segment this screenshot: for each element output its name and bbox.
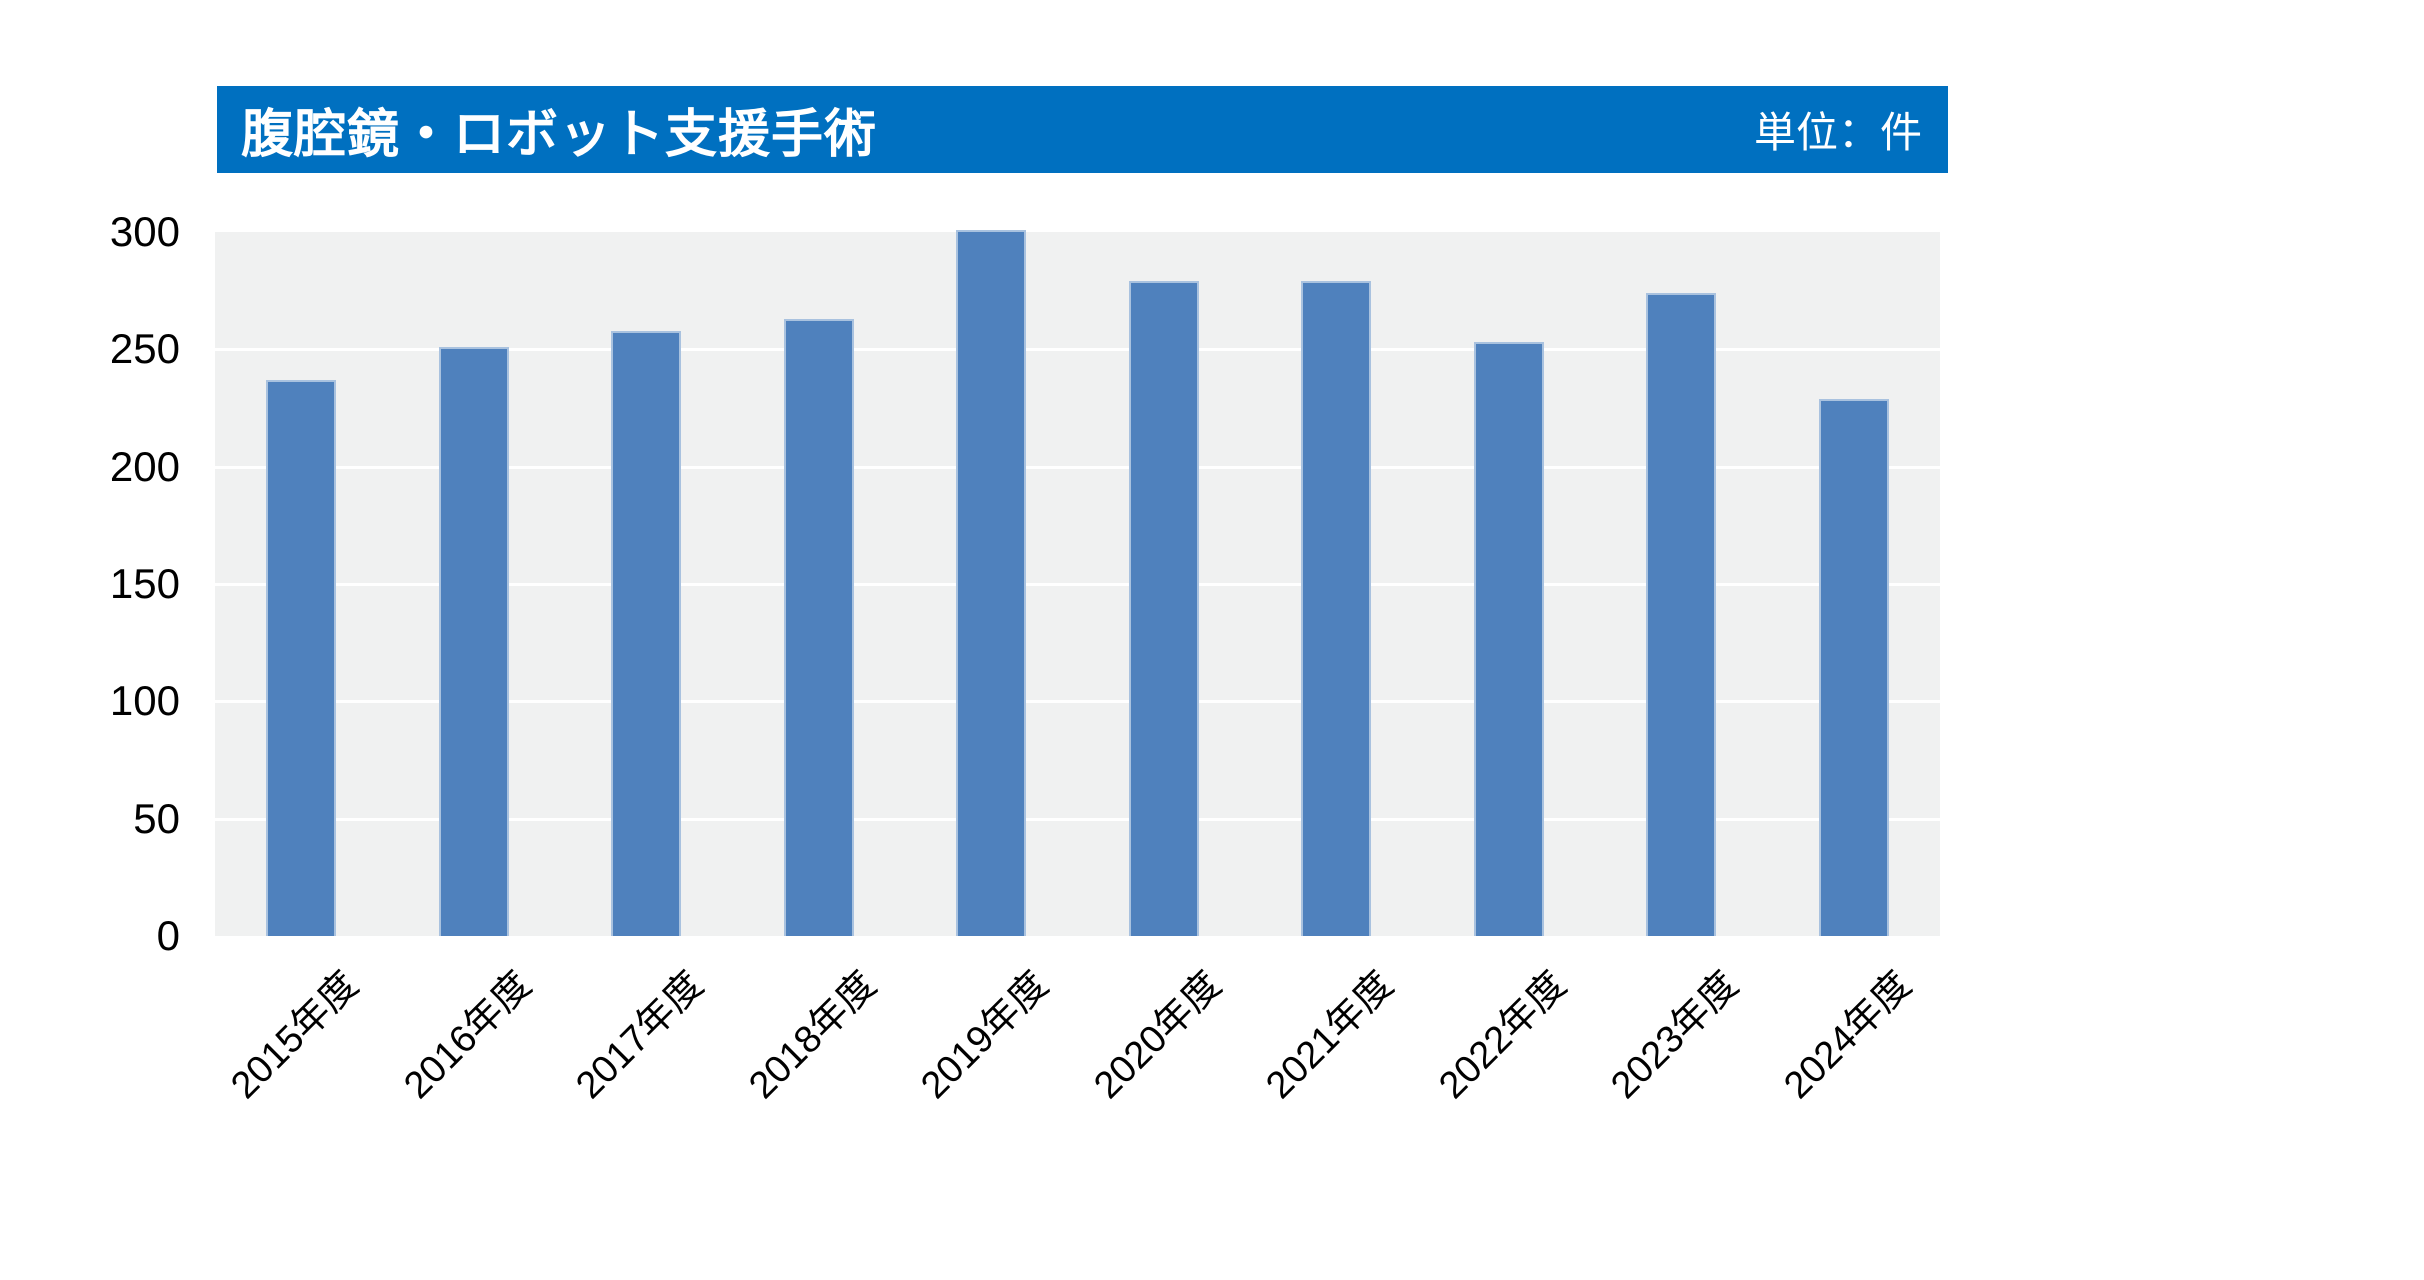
gridline-50 bbox=[215, 817, 1940, 821]
x-tick-label-2016年度: 2016年度 bbox=[396, 963, 540, 1108]
y-tick-label-150: 150 bbox=[109, 560, 180, 607]
y-tick-label-300: 300 bbox=[109, 208, 180, 255]
bar-2018年度 bbox=[783, 319, 854, 936]
x-tick-label-2022年度: 2022年度 bbox=[1431, 963, 1575, 1108]
x-tick-label-2024年度: 2024年度 bbox=[1776, 963, 1920, 1108]
gridline-200 bbox=[215, 465, 1940, 469]
chart-title: 腹腔鏡・ロボット支援手術 bbox=[241, 106, 878, 164]
bar-2023年度 bbox=[1646, 293, 1717, 936]
x-tick-label-2020年度: 2020年度 bbox=[1086, 963, 1230, 1108]
x-tick-label-2018年度: 2018年度 bbox=[741, 963, 885, 1108]
bar-2016年度 bbox=[438, 347, 509, 936]
x-tick-label-2019年度: 2019年度 bbox=[913, 963, 1057, 1108]
gridline-150 bbox=[215, 583, 1940, 586]
chart-header-bar: 腹腔鏡・ロボット支援手術 単位：件 bbox=[217, 86, 1948, 173]
y-tick-label-0: 0 bbox=[156, 912, 180, 959]
x-tick-label-2021年度: 2021年度 bbox=[1258, 963, 1402, 1108]
x-tick-label-2015年度: 2015年度 bbox=[223, 963, 367, 1108]
y-tick-label-100: 100 bbox=[109, 677, 180, 725]
chart-unit-label: 単位：件 bbox=[1753, 109, 1922, 156]
bar-2022年度 bbox=[1473, 342, 1544, 936]
plot-area bbox=[215, 230, 1940, 936]
y-tick-label-50: 50 bbox=[133, 794, 180, 842]
bar-2024年度 bbox=[1818, 399, 1889, 936]
y-tick-label-250: 250 bbox=[109, 325, 180, 373]
x-tick-label-2017年度: 2017年度 bbox=[568, 963, 712, 1108]
bar-2015年度 bbox=[266, 380, 337, 936]
gridline-250 bbox=[215, 348, 1940, 352]
x-tick-label-2023年度: 2023年度 bbox=[1603, 963, 1747, 1108]
y-tick-label-200: 200 bbox=[109, 442, 180, 490]
bar-2019年度 bbox=[956, 230, 1027, 936]
gridline-100 bbox=[215, 700, 1940, 704]
bar-2021年度 bbox=[1301, 281, 1372, 936]
bar-2020年度 bbox=[1128, 281, 1199, 936]
bar-2017年度 bbox=[611, 331, 682, 936]
